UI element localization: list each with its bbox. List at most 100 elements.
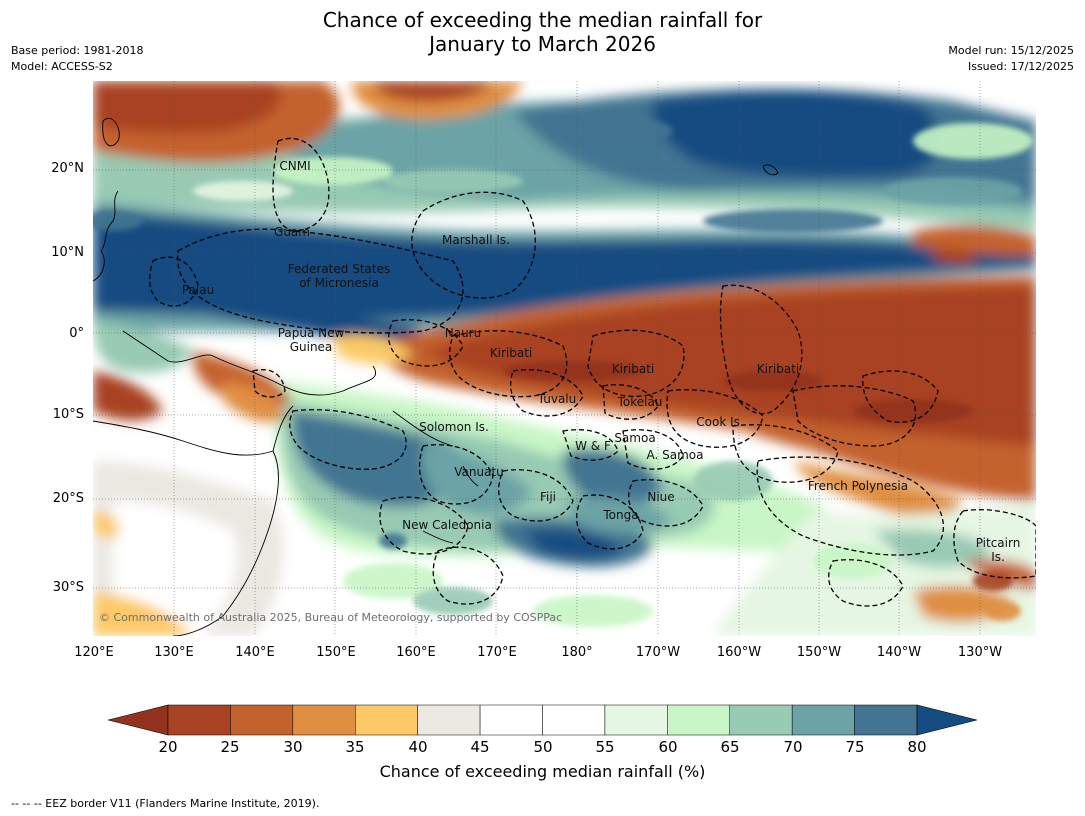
colorbar-tick-65: 65 — [720, 738, 740, 756]
colorbar — [107, 704, 978, 736]
eez-line-is — [792, 385, 917, 447]
colorbar-tick-60: 60 — [658, 738, 678, 756]
label-kiribati-e: Kiribati — [757, 362, 799, 376]
map-panel[interactable]: CNMI Guam Marshall Is. Federated States … — [93, 81, 1036, 636]
colorbar-segment-40-45 — [417, 704, 481, 736]
eez-french-polynesia — [756, 456, 944, 556]
colorbar-tick-30: 30 — [283, 738, 303, 756]
base-period: Base period: 1981-2018 — [11, 44, 144, 57]
colorbar-segment-65-70 — [729, 704, 793, 736]
eez-fiji — [498, 469, 574, 522]
label-png-2: Guinea — [290, 340, 333, 354]
coast-hawaii — [762, 164, 779, 176]
meta-left: Base period: 1981-2018 Model: ACCESS-S2 — [11, 43, 143, 75]
eez-cook-n — [666, 389, 764, 448]
eez-fsm — [177, 228, 464, 334]
label-fiji: Fiji — [540, 490, 556, 504]
colorbar-tick-40: 40 — [408, 738, 428, 756]
lon-label-130w: 130°W — [957, 645, 1003, 660]
lon-label-150e: 150°E — [316, 645, 356, 660]
label-guam: Guam — [274, 225, 310, 239]
label-new-caledonia: New Caledonia — [402, 518, 492, 532]
eez-tonga — [576, 494, 644, 550]
eez-new-caledonia — [379, 496, 469, 555]
eez-norfolk — [432, 546, 504, 605]
lon-label-170w: 170°W — [635, 645, 681, 660]
colorbar-segment-20-25 — [167, 704, 231, 736]
lon-label-180: 180° — [561, 645, 593, 660]
colorbar-segment-45-50 — [479, 704, 543, 736]
eez-footnote: -- -- -- EEZ border V11 (Flanders Marine… — [11, 797, 320, 810]
label-cnmi: CNMI — [279, 159, 310, 173]
rainfall-map[interactable]: CNMI Guam Marshall Is. Federated States … — [93, 81, 1036, 636]
eez-solomon — [289, 409, 407, 470]
label-solomon: Solomon Is. — [419, 420, 489, 434]
gridlines — [93, 81, 1036, 636]
label-kiribati-w: Kiribati — [490, 346, 532, 360]
label-palau: Palau — [182, 283, 214, 297]
coast-vanuatu — [462, 465, 479, 487]
label-niue: Niue — [647, 490, 674, 504]
colorbar-segment-25-30 — [230, 704, 294, 736]
colorbar-title: Chance of exceeding median rainfall (%) — [379, 762, 706, 781]
lon-label-130e: 130°E — [154, 645, 194, 660]
colorbar-segment-35-40 — [355, 704, 418, 736]
title-line-2: January to March 2026 — [429, 32, 656, 56]
coast-new-guinea — [122, 330, 376, 396]
lat-label-10s: 10°S — [52, 407, 84, 422]
label-vanuatu: Vanuatu — [454, 465, 504, 479]
rainfall-detail — [93, 117, 1033, 627]
colorbar-under-arrow — [107, 704, 169, 736]
colorbar-tick-75: 75 — [845, 738, 865, 756]
coast-philippines — [93, 190, 119, 282]
lon-label-140w: 140°W — [876, 645, 922, 660]
lat-label-equator: 0° — [69, 326, 84, 341]
colorbar-segment-75-80 — [854, 704, 918, 736]
eez-vanuatu — [418, 444, 494, 505]
eez-tokelau — [602, 384, 659, 420]
lon-label-160w: 160°W — [716, 645, 762, 660]
label-cook: Cook Is. — [696, 415, 743, 429]
lon-label-150w: 150°W — [796, 645, 842, 660]
eez-palau — [149, 256, 199, 307]
eez-png-east — [252, 369, 286, 398]
lat-label-20s: 20°S — [52, 491, 84, 506]
label-png-1: Papua New — [278, 326, 345, 340]
lat-label-10n: 10°N — [51, 245, 84, 260]
place-labels: CNMI Guam Marshall Is. Federated States … — [182, 159, 1020, 564]
lon-label-160e: 160°E — [396, 645, 436, 660]
colorbar-tick-20: 20 — [158, 738, 178, 756]
colorbar-tick-55: 55 — [595, 738, 615, 756]
coast-new-caledonia — [422, 530, 454, 544]
coast-solomon — [392, 410, 454, 447]
lon-label-140e: 140°E — [235, 645, 275, 660]
lat-label-20n: 20°N — [51, 161, 84, 176]
eez-kiribati-far-e — [862, 370, 939, 423]
colorbar-tick-70: 70 — [783, 738, 803, 756]
colorbar-segment-30-35 — [292, 704, 356, 736]
label-pitcairn-2: Is. — [991, 550, 1005, 564]
colorbar-segment-70-75 — [791, 704, 855, 736]
title-line-1: Chance of exceeding the median rainfall … — [322, 8, 763, 32]
eez-cnmi — [272, 137, 330, 232]
coast-cape-york — [272, 405, 294, 452]
label-french-polynesia: French Polynesia — [808, 479, 908, 493]
label-fsm-2: of Micronesia — [299, 276, 379, 290]
label-nauru: Nauru — [445, 326, 481, 340]
lon-label-120e: 120°E — [74, 645, 114, 660]
eez-kiribati-e — [719, 284, 803, 415]
colorbar-tick-35: 35 — [345, 738, 365, 756]
coastlines — [93, 118, 779, 636]
label-asamoa: A. Samoa — [647, 448, 704, 462]
label-tonga: Tonga — [602, 508, 638, 522]
colorbar-tick-25: 25 — [220, 738, 240, 756]
eez-borders — [149, 137, 1036, 607]
copyright-notice: © Commonwealth of Australia 2025, Bureau… — [99, 611, 562, 624]
eez-kiribati-c — [587, 329, 685, 398]
colorbar-segment-60-65 — [667, 704, 731, 736]
colorbar-tick-45: 45 — [470, 738, 490, 756]
label-tuvalu: Tuvalu — [537, 392, 577, 406]
label-samoa: Samoa — [614, 431, 655, 445]
colorbar-over-arrow — [916, 704, 978, 736]
label-tokelau: Tokelau — [617, 395, 663, 409]
